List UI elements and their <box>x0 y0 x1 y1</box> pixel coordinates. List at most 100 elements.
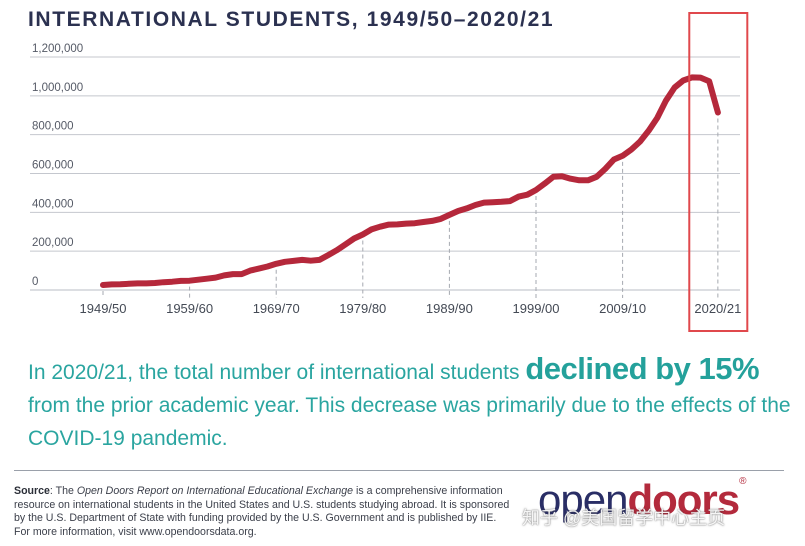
data-point <box>258 268 260 270</box>
data-point <box>630 149 632 151</box>
data-point <box>379 226 381 228</box>
data-point <box>544 182 546 185</box>
y-axis-ticks: 0 200,000 400,000 600,000 800,000 1,000,000 1,… <box>32 43 83 288</box>
data-point <box>388 223 390 226</box>
y-tick-label: 0 <box>32 276 38 288</box>
data-point <box>561 175 563 177</box>
data-point <box>171 281 173 283</box>
line-chart: 0 200,000 400,000 600,000 800,000 1,000,000 1,… <box>30 12 749 332</box>
data-point <box>474 204 476 206</box>
x-tick-label: 1949/50 <box>80 301 127 316</box>
data-point <box>240 273 243 275</box>
logo-registered-mark: ® <box>739 476 746 487</box>
chart-title: INTERNATIONAL STUDENTS, 1949/50–2020/21 <box>28 8 555 31</box>
data-point <box>639 141 641 143</box>
source-report-title: Open Doors Report on International Educa… <box>76 485 354 497</box>
logo-open: open <box>538 476 628 523</box>
headline-emphasis: declined by 15% <box>525 351 760 386</box>
data-point <box>318 259 321 261</box>
data-point <box>656 117 658 119</box>
data-point <box>414 222 416 224</box>
data-point <box>336 249 338 251</box>
data-point <box>596 176 598 178</box>
data-point <box>587 179 589 181</box>
source-note: Source: The Open Doors Report on Interna… <box>14 485 514 539</box>
data-point <box>509 200 511 202</box>
data-point <box>189 280 191 282</box>
data-point <box>699 76 702 79</box>
data-point <box>422 221 425 223</box>
x-tick-label: 1969/70 <box>253 301 300 316</box>
source-text: is a comprehensive information resource … <box>14 485 510 538</box>
data-point <box>327 254 329 256</box>
data-point <box>206 278 208 280</box>
y-tick-label: 600,000 <box>32 160 74 172</box>
divider <box>14 470 784 471</box>
data-point <box>284 261 286 263</box>
data-point <box>613 158 615 161</box>
data-point <box>223 274 225 277</box>
x-tick-label: 1989/90 <box>426 301 473 316</box>
source-label: Source <box>14 485 50 497</box>
data-point <box>518 196 520 198</box>
data-point <box>275 263 277 265</box>
y-tick-label: 1,200,000 <box>32 43 83 55</box>
series-layer <box>100 74 721 288</box>
data-point <box>552 176 554 178</box>
data-point <box>301 259 303 261</box>
y-tick-label: 400,000 <box>32 198 74 210</box>
data-point <box>578 179 580 181</box>
headline: In 2020/21, the total number of internat… <box>28 352 798 455</box>
x-tick-label: 1979/80 <box>339 301 386 316</box>
headline-lead: In 2020/21, the total number of internat… <box>28 361 526 384</box>
data-point <box>570 178 572 180</box>
watermark: 知乎 @美国留学中心主页 <box>522 508 726 528</box>
data-point <box>604 168 606 170</box>
data-point <box>431 220 433 222</box>
data-point <box>717 111 719 114</box>
data-point <box>526 194 528 196</box>
data-point <box>405 222 407 225</box>
data-point <box>466 207 468 210</box>
data-point <box>535 189 537 191</box>
data-point <box>249 269 251 272</box>
data-point <box>163 281 165 283</box>
data-point <box>682 79 684 82</box>
data-point <box>128 283 130 285</box>
headline-rest: from the prior academic year. This decre… <box>28 394 791 450</box>
data-point <box>197 279 199 281</box>
data-point <box>500 201 502 203</box>
data-point <box>145 282 147 284</box>
highlight-layer <box>688 12 749 332</box>
data-point <box>292 260 295 262</box>
x-tick-label: 1999/00 <box>513 301 560 316</box>
data-point <box>622 155 624 157</box>
data-point <box>344 243 347 245</box>
y-tick-label: 1,000,000 <box>32 82 83 94</box>
data-point <box>137 282 139 284</box>
x-tick-label: 1959/60 <box>166 301 213 316</box>
data-point <box>448 214 450 216</box>
data-point <box>353 237 355 240</box>
highlight-box <box>688 12 749 332</box>
data-point <box>647 130 650 132</box>
logo-doors: doors <box>627 476 740 523</box>
data-point <box>370 228 373 231</box>
y-tick-label: 200,000 <box>32 237 74 249</box>
data-point <box>232 273 234 275</box>
data-point <box>673 86 676 89</box>
data-point <box>362 233 364 236</box>
data-point <box>665 100 667 102</box>
data-point <box>691 76 693 78</box>
data-point <box>214 276 217 279</box>
data-point <box>154 282 156 284</box>
data-point <box>440 218 442 220</box>
data-point <box>457 210 459 212</box>
data-point <box>708 80 710 82</box>
data-point <box>180 280 182 282</box>
data-point <box>310 260 312 262</box>
source-colon: : The <box>49 485 77 497</box>
x-tick-label: 2020/21 <box>694 301 741 316</box>
opendoors-logo: opendoors® <box>538 476 747 524</box>
x-tick-label: 2009/10 <box>599 301 646 316</box>
